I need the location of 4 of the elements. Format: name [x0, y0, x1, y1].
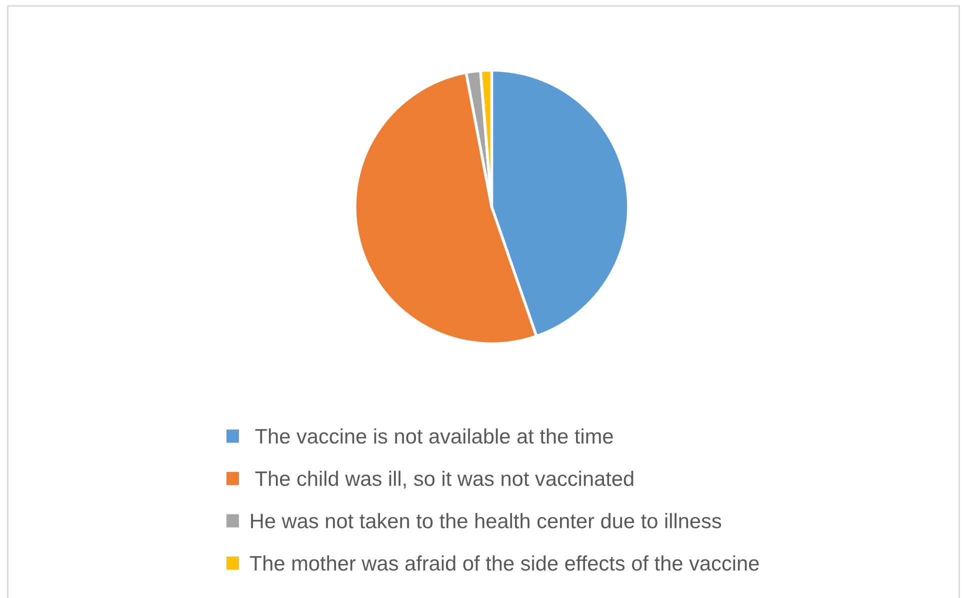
legend-label: The vaccine is not available at the time	[255, 428, 613, 444]
legend-label: The mother was afraid of the side effects of the vaccine	[250, 555, 759, 571]
legend-label: He was not taken to the health center due to illness	[251, 513, 722, 528]
legend-label: The child was ill, so it was not vaccinated	[255, 470, 634, 488]
